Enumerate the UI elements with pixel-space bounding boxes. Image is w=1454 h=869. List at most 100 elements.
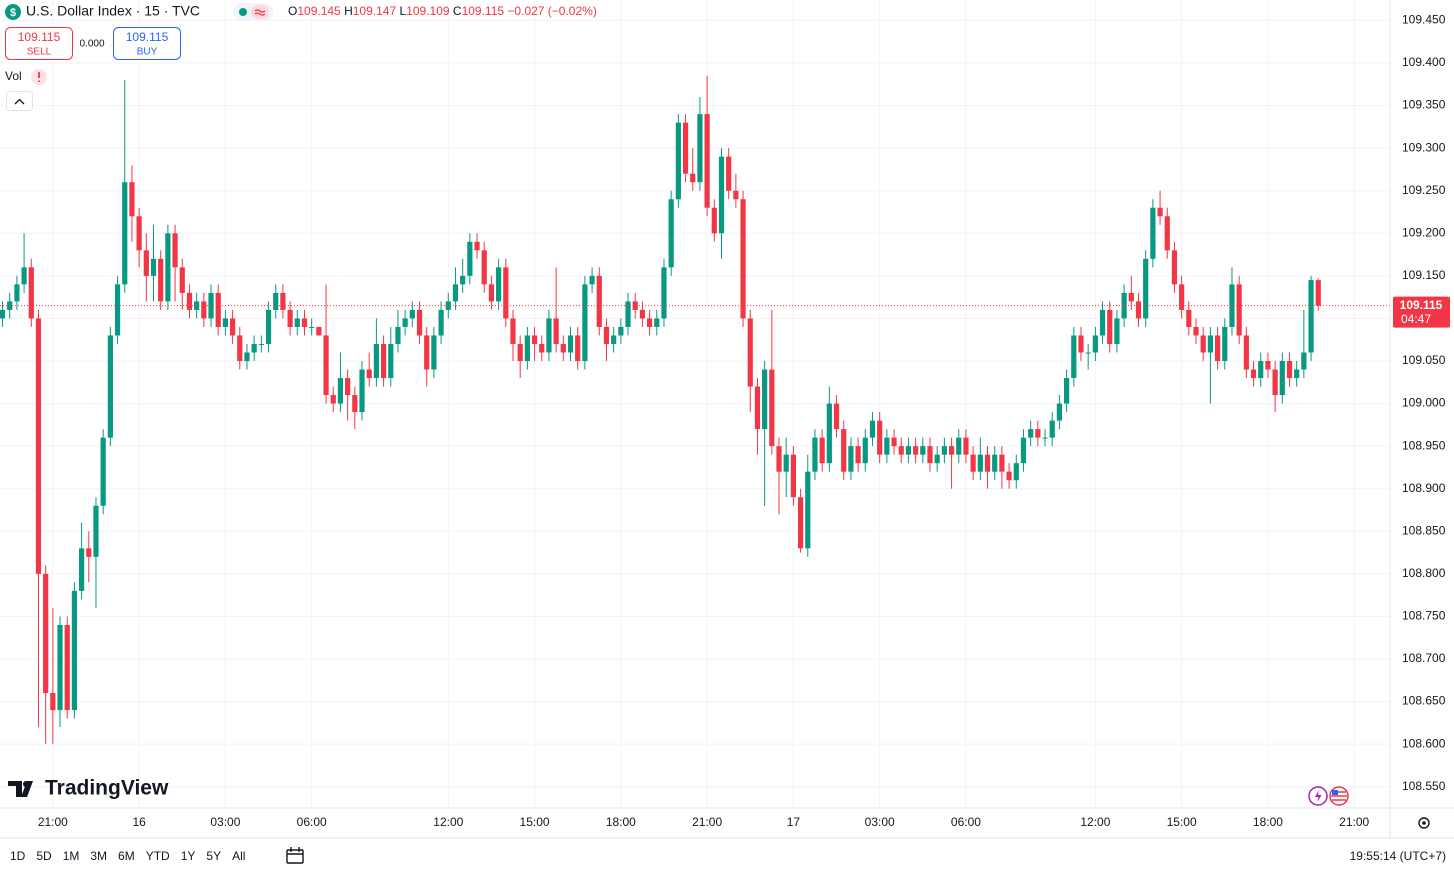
candle-body bbox=[1035, 429, 1041, 438]
candle-body bbox=[1150, 207, 1156, 259]
candle-body bbox=[1071, 335, 1077, 379]
candle-body bbox=[1222, 326, 1228, 362]
candle-body bbox=[43, 573, 49, 694]
candle-body bbox=[1229, 284, 1235, 327]
candle-body bbox=[783, 454, 789, 472]
range-button[interactable]: 6M bbox=[118, 849, 135, 863]
candle-body bbox=[258, 343, 264, 345]
candle-body bbox=[956, 437, 962, 455]
candle-body bbox=[1099, 309, 1106, 336]
candle-body bbox=[639, 309, 646, 319]
y-tick-label: 109.150 bbox=[1402, 268, 1446, 282]
candle-body bbox=[273, 292, 279, 310]
candles bbox=[0, 75, 1390, 745]
ohlc-legend: O109.145 H109.147 L109.109 C109.115 −0.0… bbox=[288, 4, 597, 18]
range-button[interactable]: 3M bbox=[90, 849, 107, 863]
candle-body bbox=[819, 437, 825, 464]
settings-icon[interactable] bbox=[1418, 817, 1430, 829]
candle-body bbox=[1214, 335, 1221, 362]
x-tick-label: 21:00 bbox=[692, 815, 722, 829]
sell-price: 109.115 bbox=[18, 30, 61, 44]
symbol-title[interactable]: U.S. Dollar Index · 15 · TVC bbox=[26, 3, 200, 19]
brand-name[interactable]: TradingView bbox=[45, 777, 169, 800]
candle-body bbox=[575, 335, 581, 362]
candle-body bbox=[1258, 361, 1264, 379]
candle-body bbox=[301, 318, 308, 327]
y-tick-label: 108.700 bbox=[1402, 651, 1446, 665]
candle-body bbox=[57, 624, 63, 711]
candle-body bbox=[704, 114, 710, 208]
candle-body bbox=[718, 156, 725, 234]
candle-body bbox=[330, 395, 336, 404]
range-button[interactable]: YTD bbox=[146, 849, 170, 863]
candle-body bbox=[452, 284, 459, 302]
delay-icon bbox=[251, 5, 269, 19]
x-tick-label: 06:00 bbox=[297, 815, 327, 829]
vol-label[interactable]: Vol bbox=[5, 69, 22, 83]
candle-body bbox=[222, 318, 228, 327]
range-button[interactable]: 5Y bbox=[206, 849, 221, 863]
range-button[interactable]: All bbox=[232, 849, 245, 863]
candle-body bbox=[891, 437, 897, 447]
ohlc-key: O bbox=[288, 4, 297, 18]
ohlc-value: 109.109 bbox=[406, 4, 450, 18]
candle-body bbox=[1236, 284, 1242, 336]
candle-body bbox=[158, 258, 164, 302]
candle-body bbox=[611, 335, 617, 344]
candle-body bbox=[280, 292, 286, 310]
x-tick-label: 03:00 bbox=[865, 815, 895, 829]
price-tag-value: 109.115 bbox=[1400, 298, 1443, 312]
candle-body bbox=[251, 343, 257, 353]
y-tick-label: 108.550 bbox=[1402, 779, 1446, 793]
candle-body bbox=[747, 318, 753, 387]
candle-body bbox=[136, 216, 142, 251]
candle-body bbox=[1179, 284, 1185, 310]
candle-body bbox=[79, 548, 85, 591]
candle-body bbox=[460, 275, 466, 285]
y-tick-label: 109.300 bbox=[1402, 140, 1446, 154]
y-tick-label: 109.050 bbox=[1402, 353, 1446, 367]
candle-body bbox=[237, 335, 243, 362]
candle-body bbox=[1207, 335, 1213, 353]
candle-body bbox=[1107, 309, 1113, 344]
sell-label: SELL bbox=[27, 47, 52, 58]
candle-body bbox=[567, 335, 574, 353]
candle-body bbox=[50, 693, 56, 711]
candle-body bbox=[1279, 361, 1285, 396]
candle-body bbox=[510, 318, 516, 344]
candle-body bbox=[690, 173, 696, 183]
y-tick-label: 109.250 bbox=[1402, 183, 1446, 197]
range-button[interactable]: 1D bbox=[10, 849, 26, 863]
candle-body bbox=[733, 190, 739, 200]
candle-body bbox=[1200, 335, 1206, 353]
collapse-button[interactable] bbox=[6, 91, 33, 111]
ohlc-value: 109.145 bbox=[297, 4, 341, 18]
candle-body bbox=[345, 378, 351, 396]
candle-body bbox=[977, 454, 983, 472]
candle-body bbox=[359, 369, 365, 413]
candle-body bbox=[675, 122, 681, 200]
candle-body bbox=[1301, 352, 1307, 370]
clock[interactable]: 19:55:14 (UTC+7) bbox=[1350, 849, 1446, 863]
buy-button[interactable] bbox=[113, 27, 181, 60]
candle-body bbox=[546, 318, 552, 353]
candle-body bbox=[0, 309, 6, 319]
candle-body bbox=[1128, 292, 1134, 302]
y-tick-label: 109.350 bbox=[1402, 98, 1446, 112]
change: −0.027 (−0.02%) bbox=[507, 4, 596, 18]
range-button[interactable]: 5D bbox=[36, 849, 52, 863]
date-range-icon[interactable] bbox=[286, 849, 304, 864]
candle-body bbox=[1114, 318, 1120, 344]
candle-body bbox=[618, 326, 624, 336]
candle-body bbox=[833, 403, 840, 430]
candle-body bbox=[596, 275, 602, 327]
range-button[interactable]: 1Y bbox=[181, 849, 196, 863]
candle-body bbox=[488, 284, 495, 302]
sell-button[interactable] bbox=[5, 27, 73, 60]
brand-logo bbox=[8, 781, 33, 797]
candle-body bbox=[1308, 280, 1314, 353]
candle-body bbox=[776, 446, 782, 472]
candle-body bbox=[93, 505, 99, 557]
candle-body bbox=[920, 446, 926, 455]
range-button[interactable]: 1M bbox=[63, 849, 80, 863]
